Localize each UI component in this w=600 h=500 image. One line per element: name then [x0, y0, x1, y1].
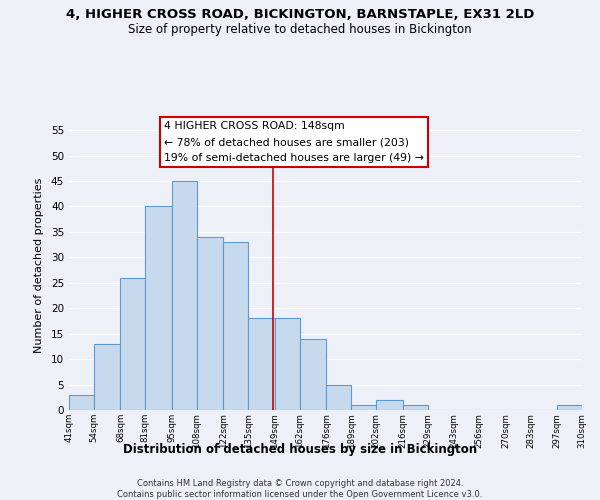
Bar — [94, 344, 121, 410]
Bar — [197, 237, 223, 410]
Text: Contains HM Land Registry data © Crown copyright and database right 2024.: Contains HM Land Registry data © Crown c… — [137, 479, 463, 488]
Text: 4, HIGHER CROSS ROAD, BICKINGTON, BARNSTAPLE, EX31 2LD: 4, HIGHER CROSS ROAD, BICKINGTON, BARNST… — [66, 8, 534, 20]
Bar — [172, 181, 197, 410]
Bar — [376, 400, 403, 410]
Text: Contains public sector information licensed under the Open Government Licence v3: Contains public sector information licen… — [118, 490, 482, 499]
Bar — [300, 339, 326, 410]
Bar — [275, 318, 300, 410]
Bar — [223, 242, 248, 410]
Text: Distribution of detached houses by size in Bickington: Distribution of detached houses by size … — [123, 442, 477, 456]
Bar — [145, 206, 172, 410]
Bar — [403, 405, 428, 410]
Bar — [248, 318, 275, 410]
Bar — [351, 405, 376, 410]
Y-axis label: Number of detached properties: Number of detached properties — [34, 178, 44, 352]
Text: 4 HIGHER CROSS ROAD: 148sqm
← 78% of detached houses are smaller (203)
19% of se: 4 HIGHER CROSS ROAD: 148sqm ← 78% of det… — [164, 122, 424, 162]
Bar — [69, 394, 94, 410]
Bar — [326, 384, 351, 410]
Bar — [121, 278, 145, 410]
Bar — [557, 405, 582, 410]
Text: Size of property relative to detached houses in Bickington: Size of property relative to detached ho… — [128, 22, 472, 36]
